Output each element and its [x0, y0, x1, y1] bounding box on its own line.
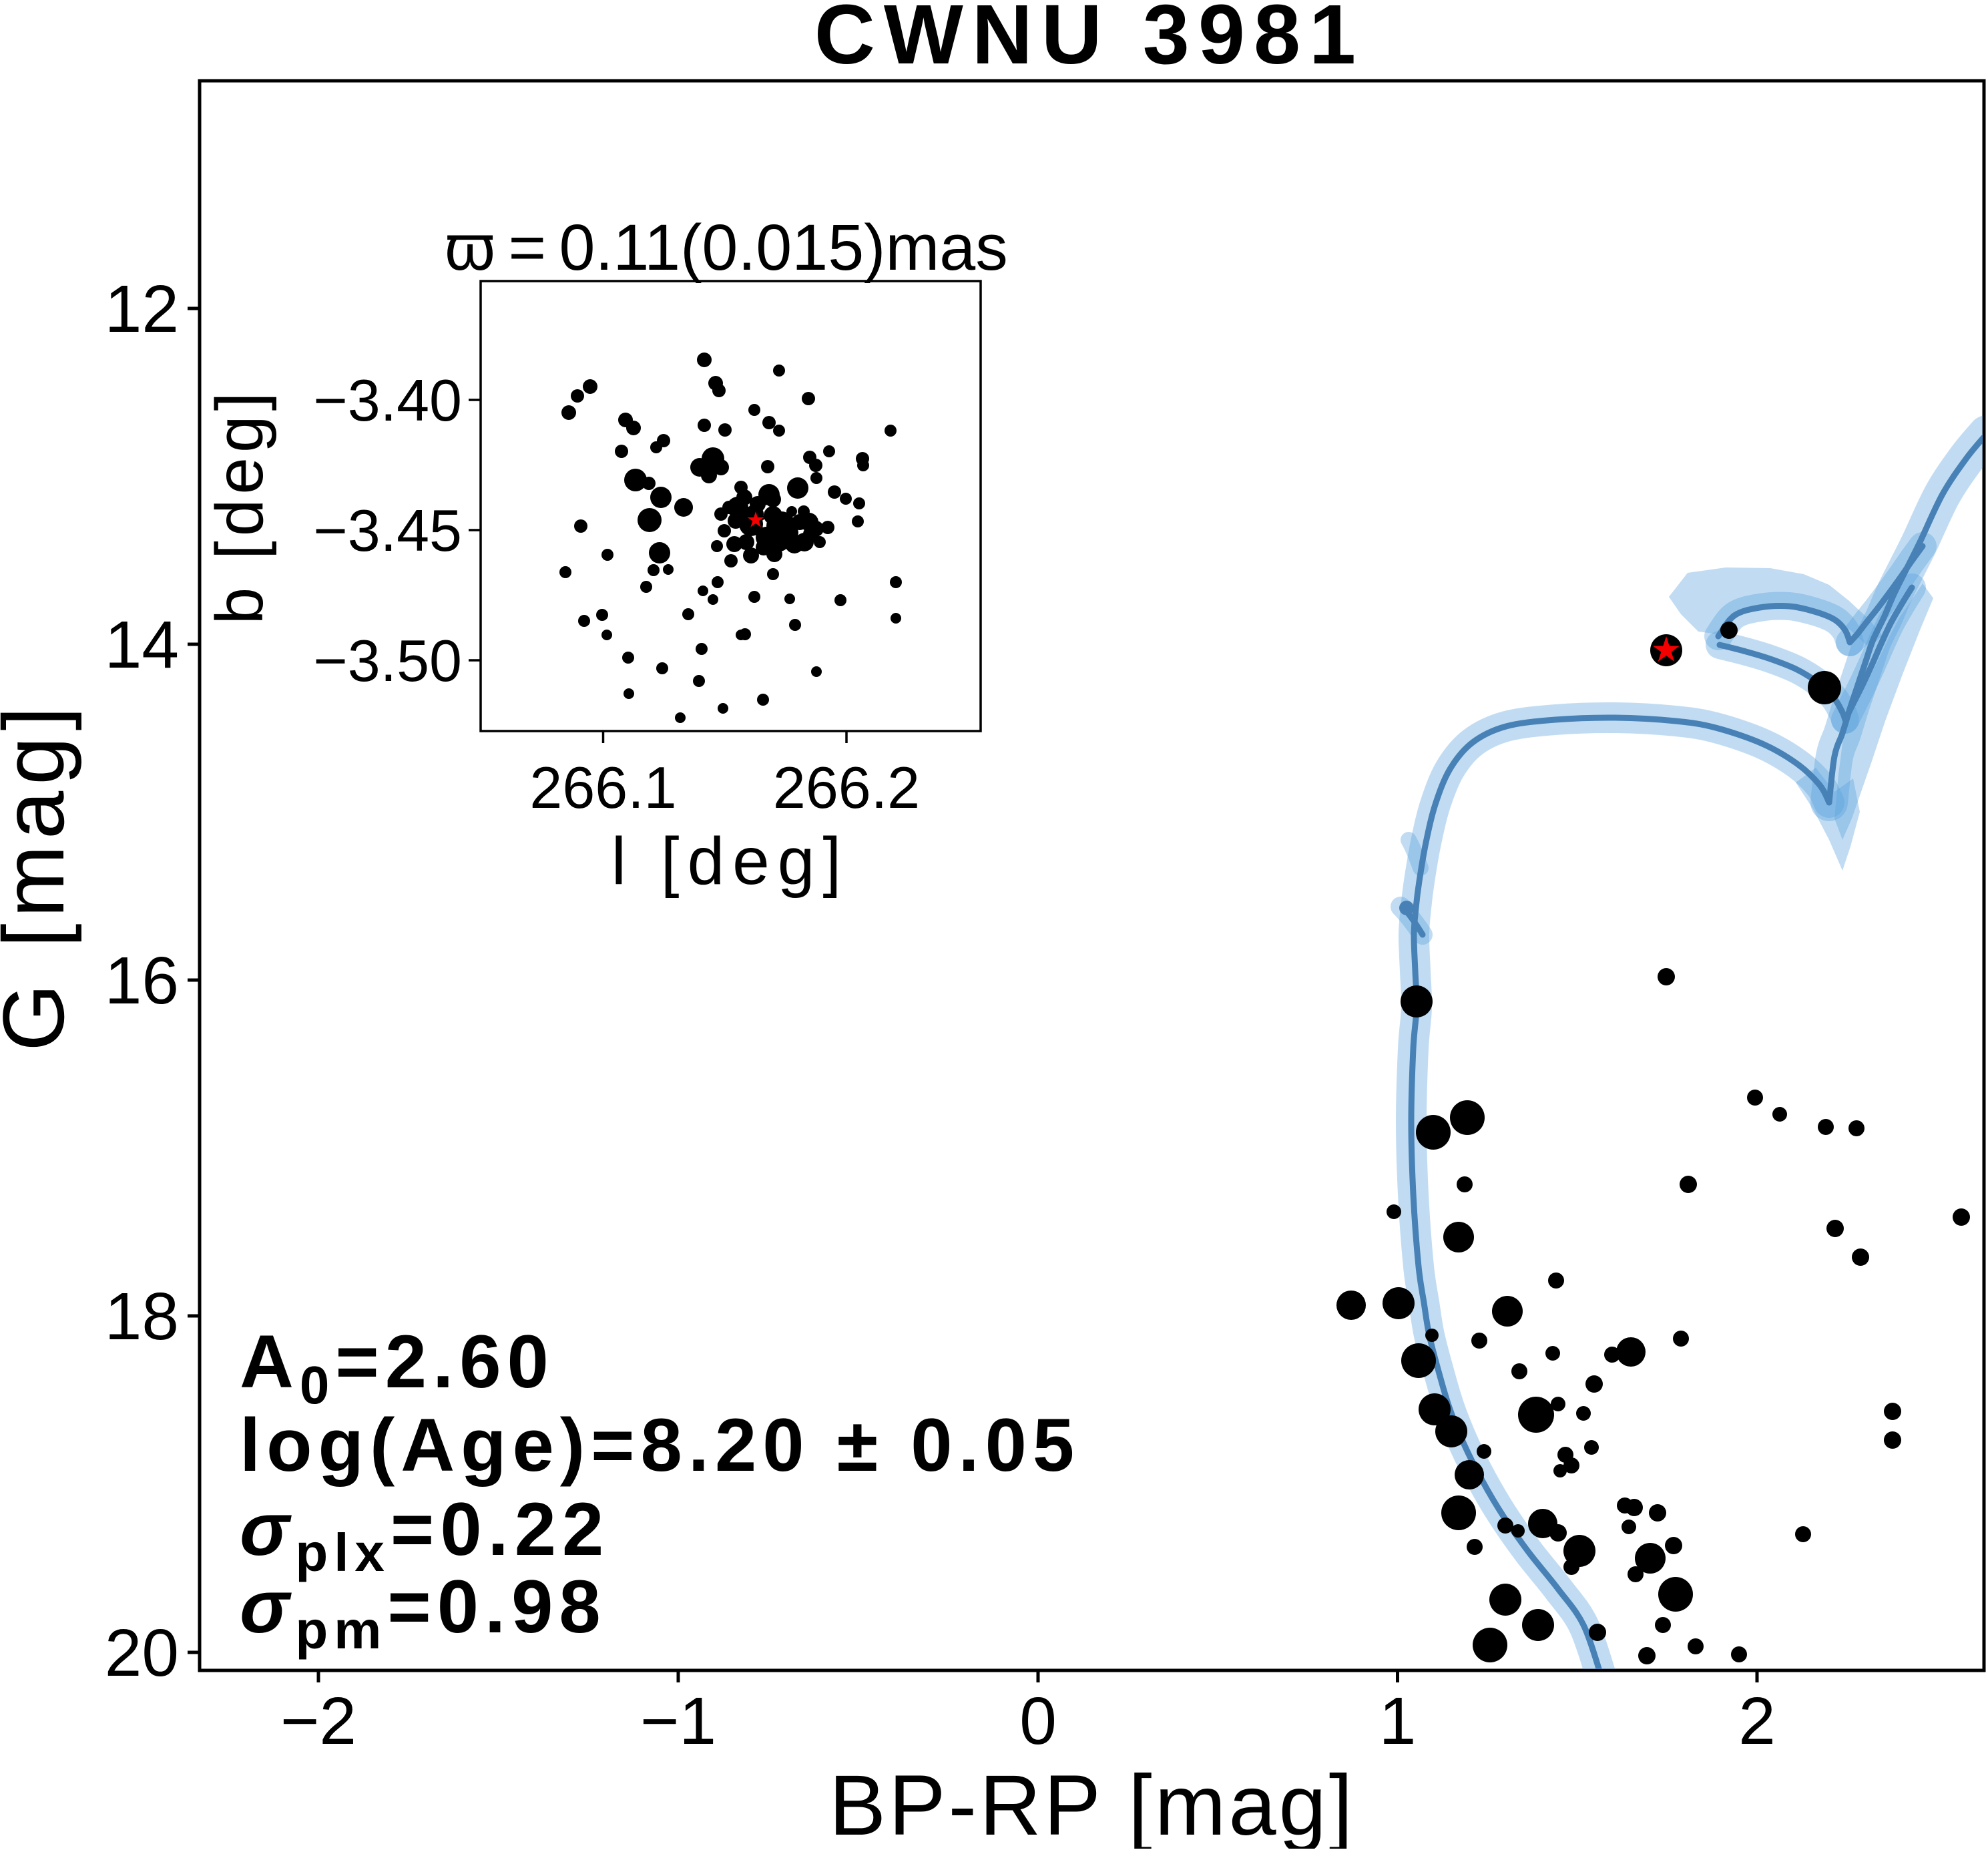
svg-text:l [deg]: l [deg]: [611, 824, 849, 899]
svg-text:ϖ = 0.11(0.015)mas: ϖ = 0.11(0.015)mas: [445, 211, 1007, 284]
svg-text:b [deg]: b [deg]: [202, 388, 277, 625]
svg-text:1: 1: [1379, 1684, 1417, 1759]
svg-text:266.1: 266.1: [529, 754, 676, 821]
svg-text:G [mag]: G [mag]: [0, 700, 82, 1051]
svg-text:18: 18: [105, 1279, 179, 1354]
svg-text:σpm=0.98: σpm=0.98: [240, 1565, 607, 1660]
svg-text:BP-RP [mag]: BP-RP [mag]: [829, 1758, 1356, 1849]
svg-text:266.2: 266.2: [773, 754, 920, 821]
svg-text:2: 2: [1738, 1684, 1776, 1759]
svg-text:CWNU 3981: CWNU 3981: [814, 0, 1364, 81]
svg-text:A0=2.60: A0=2.60: [240, 1320, 555, 1415]
svg-text:−1: −1: [640, 1684, 716, 1759]
svg-text:12: 12: [105, 272, 179, 346]
svg-text:14: 14: [105, 608, 179, 682]
svg-text:16: 16: [105, 943, 179, 1018]
svg-text:−3.40: −3.40: [313, 367, 462, 433]
svg-text:−3.45: −3.45: [313, 497, 462, 563]
svg-text:−2: −2: [280, 1684, 356, 1759]
svg-text:σplx=0.22: σplx=0.22: [240, 1487, 609, 1582]
svg-text:20: 20: [105, 1616, 179, 1690]
svg-text:−3.50: −3.50: [313, 628, 462, 694]
svg-text:0: 0: [1019, 1684, 1057, 1759]
svg-text:log(Age)=8.20 ± 0.05: log(Age)=8.20 ± 0.05: [240, 1403, 1080, 1487]
